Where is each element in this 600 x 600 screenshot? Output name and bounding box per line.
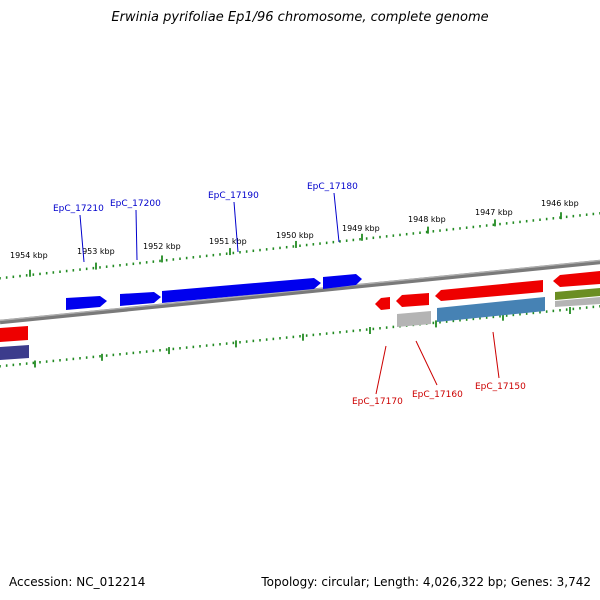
gene-arrow-epc-17200 bbox=[120, 292, 161, 306]
gene-leader-line bbox=[492, 331, 500, 379]
feature-navy-left-edge bbox=[0, 345, 29, 360]
gene-label: EpC_17210 bbox=[53, 204, 104, 214]
gene-labels: EpC_17210 EpC_17200 EpC_17190 EpC_17180 EpC_… bbox=[53, 182, 526, 407]
gene-leader-line bbox=[233, 201, 239, 253]
gene-arrow-epc-17190 bbox=[162, 278, 321, 303]
feature-steel bbox=[437, 297, 545, 322]
scale-kbp-label: 1952 kbp bbox=[143, 242, 181, 251]
scale-kbp-label: 1951 kbp bbox=[209, 237, 247, 246]
feature-olive-right-edge bbox=[555, 288, 600, 300]
gene-arrow-right-edge bbox=[553, 271, 600, 287]
scale-kbp-label: 1947 kbp bbox=[475, 208, 513, 217]
gene-arrow-epc-17150 bbox=[435, 280, 543, 301]
gene-label: EpC_17150 bbox=[475, 382, 526, 392]
feature-grey bbox=[397, 311, 431, 327]
gene-leader-line bbox=[415, 340, 438, 386]
gene-label: EpC_17200 bbox=[110, 199, 161, 209]
gene-leader-line bbox=[135, 209, 138, 261]
gene-arrow-epc-17180 bbox=[323, 274, 362, 289]
scale-kbp-label: 1946 kbp bbox=[541, 199, 579, 208]
scale-kbp-label: 1953 kbp bbox=[77, 247, 115, 256]
gene-leader-line bbox=[79, 214, 85, 263]
gene-leader-line bbox=[333, 192, 340, 243]
gene-label: EpC_17190 bbox=[208, 191, 259, 201]
gene-arrow-left-edge bbox=[0, 326, 28, 342]
gene-arrow-epc-17160 bbox=[396, 293, 429, 307]
gene-label: EpC_17170 bbox=[352, 397, 403, 407]
gene-label: EpC_17160 bbox=[412, 390, 463, 400]
scale-kbp-label: 1950 kbp bbox=[276, 231, 314, 240]
backbone-line bbox=[0, 259, 600, 325]
scale-kbp-label: 1949 kbp bbox=[342, 224, 380, 233]
page-title: Erwinia pyrifoliae Ep1/96 chromosome, co… bbox=[111, 10, 489, 25]
gene-arrow-epc-17210 bbox=[66, 296, 107, 310]
accession-text: Accession: NC_012214 bbox=[9, 575, 146, 589]
gene-leader-line bbox=[375, 345, 387, 395]
scale-kbp-label: 1954 kbp bbox=[10, 251, 48, 260]
scale-kbp-label: 1948 kbp bbox=[408, 215, 446, 224]
gene-arrow-epc-17170 bbox=[375, 297, 390, 310]
genome-summary-text: Topology: circular; Length: 4,026,322 bp… bbox=[261, 575, 591, 589]
feature-grey-right-edge bbox=[555, 297, 600, 307]
gene-features bbox=[0, 271, 600, 360]
gene-label: EpC_17180 bbox=[307, 182, 358, 192]
